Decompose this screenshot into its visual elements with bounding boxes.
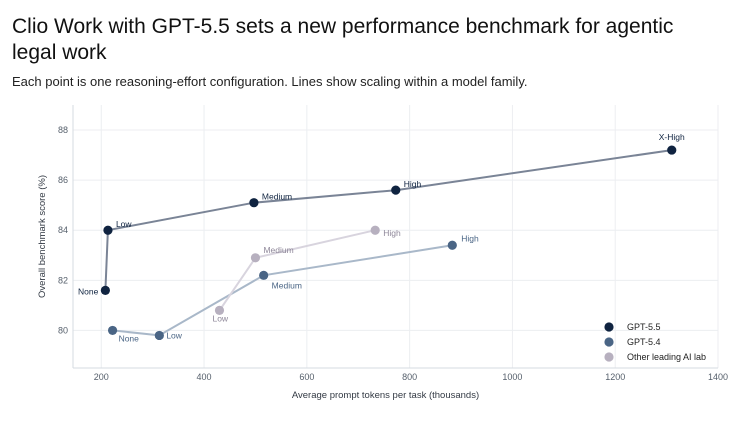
axes: 200 400 600 800 1000 1200 1400 80 82 84 86 88 Averag…	[37, 105, 728, 401]
x-axis-title: Average prompt tokens per task (thousand…	[292, 390, 479, 401]
legend-marker	[604, 352, 614, 362]
data-point	[370, 225, 380, 235]
legend: GPT-5.5 GPT-5.4 Other leading AI lab	[604, 322, 706, 362]
x-tick-label: 800	[402, 372, 417, 382]
legend-entry: GPT-5.5	[627, 322, 661, 332]
chart-title: Clio Work with GPT-5.5 sets a new perfor…	[12, 15, 674, 64]
x-tick-label: 200	[94, 372, 109, 382]
y-tick-label: 80	[58, 325, 68, 335]
legend-marker	[604, 337, 614, 347]
point-label: None	[78, 286, 99, 296]
data-point	[103, 225, 113, 235]
data-point	[154, 330, 164, 341]
y-tick-label: 88	[58, 125, 68, 135]
point-label: Medium	[272, 280, 302, 290]
point-label: High	[383, 228, 401, 238]
series-line	[112, 244, 453, 337]
data-point	[447, 240, 457, 250]
legend-marker	[604, 322, 614, 332]
point-label: Low	[212, 313, 228, 323]
data-points	[100, 145, 677, 341]
series-lines	[104, 149, 672, 337]
y-tick-label: 84	[58, 225, 68, 235]
x-tick-label: 1400	[708, 372, 728, 382]
y-tick-label: 82	[58, 275, 68, 285]
legend-entry: Other leading AI lab	[627, 352, 706, 362]
data-point	[259, 270, 269, 280]
data-point	[249, 198, 259, 208]
data-point	[100, 285, 110, 295]
x-tick-label: 1000	[502, 372, 522, 382]
point-label: Low	[116, 219, 132, 229]
data-point	[391, 185, 401, 195]
data-point	[667, 145, 677, 155]
data-point	[214, 305, 225, 315]
point-label: Low	[166, 330, 182, 340]
point-label: High	[404, 179, 422, 189]
series-line	[104, 149, 672, 291]
x-tick-label: 1200	[605, 372, 625, 382]
point-label: Medium	[262, 192, 292, 202]
x-tick-label: 400	[197, 372, 212, 382]
point-label: None	[119, 333, 140, 343]
data-point	[250, 253, 261, 263]
point-label: High	[461, 233, 479, 243]
chart-subtitle: Each point is one reasoning-effort confi…	[12, 74, 528, 89]
point-labels: None Low Medium High X-High None Low Medium High…	[78, 132, 685, 343]
point-label: Medium	[263, 245, 293, 255]
y-axis-title: Overall benchmark score (%)	[37, 175, 48, 298]
legend-entry: GPT-5.4	[627, 337, 661, 347]
data-point	[107, 325, 118, 336]
point-label: X-High	[659, 132, 685, 142]
y-tick-label: 86	[58, 175, 68, 185]
x-tick-label: 600	[299, 372, 314, 382]
